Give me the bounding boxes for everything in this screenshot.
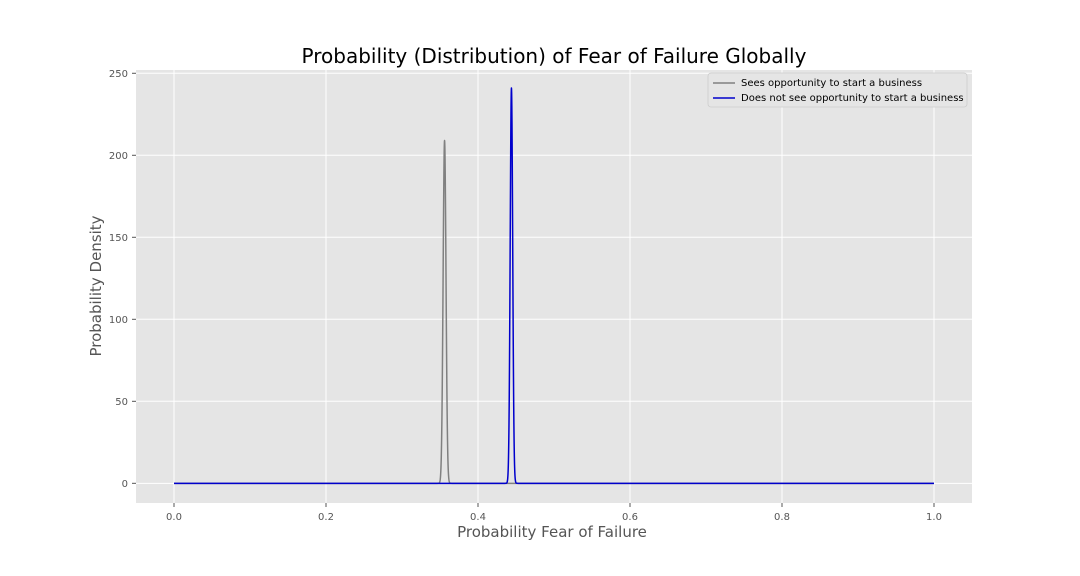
y-tick-label: 0 <box>122 479 128 490</box>
legend-label-does-not-see-opportunity: Does not see opportunity to start a busi… <box>741 93 964 104</box>
legend: Sees opportunity to start a business Doe… <box>707 72 968 108</box>
x-axis-label: Probability Fear of Failure <box>457 523 647 541</box>
x-tick-label: 0.8 <box>774 512 790 523</box>
x-tick-label: 1.0 <box>926 512 942 523</box>
y-tick-label: 50 <box>115 397 128 408</box>
legend-box <box>707 72 968 108</box>
y-tick-label: 200 <box>109 151 128 162</box>
x-tick-label: 0.4 <box>470 512 486 523</box>
y-axis-ticks: 0 50 100 150 200 250 <box>109 69 136 490</box>
y-tick-label: 250 <box>109 69 128 80</box>
series-lines <box>174 87 934 485</box>
chart-title: Probability (Distribution) of Fear of Fa… <box>302 44 807 68</box>
x-axis-ticks: 0.0 0.2 0.4 0.6 0.8 1.0 <box>166 503 942 523</box>
x-tick-label: 0.0 <box>166 512 182 523</box>
plot-area <box>136 70 972 503</box>
series-line-does-not-see-opportunity <box>174 87 934 485</box>
y-axis-label: Probability Density <box>87 215 105 356</box>
y-tick-label: 100 <box>109 315 128 326</box>
x-tick-label: 0.2 <box>318 512 334 523</box>
x-tick-label: 0.6 <box>622 512 638 523</box>
y-tick-label: 150 <box>109 233 128 244</box>
legend-label-sees-opportunity: Sees opportunity to start a business <box>741 78 922 89</box>
